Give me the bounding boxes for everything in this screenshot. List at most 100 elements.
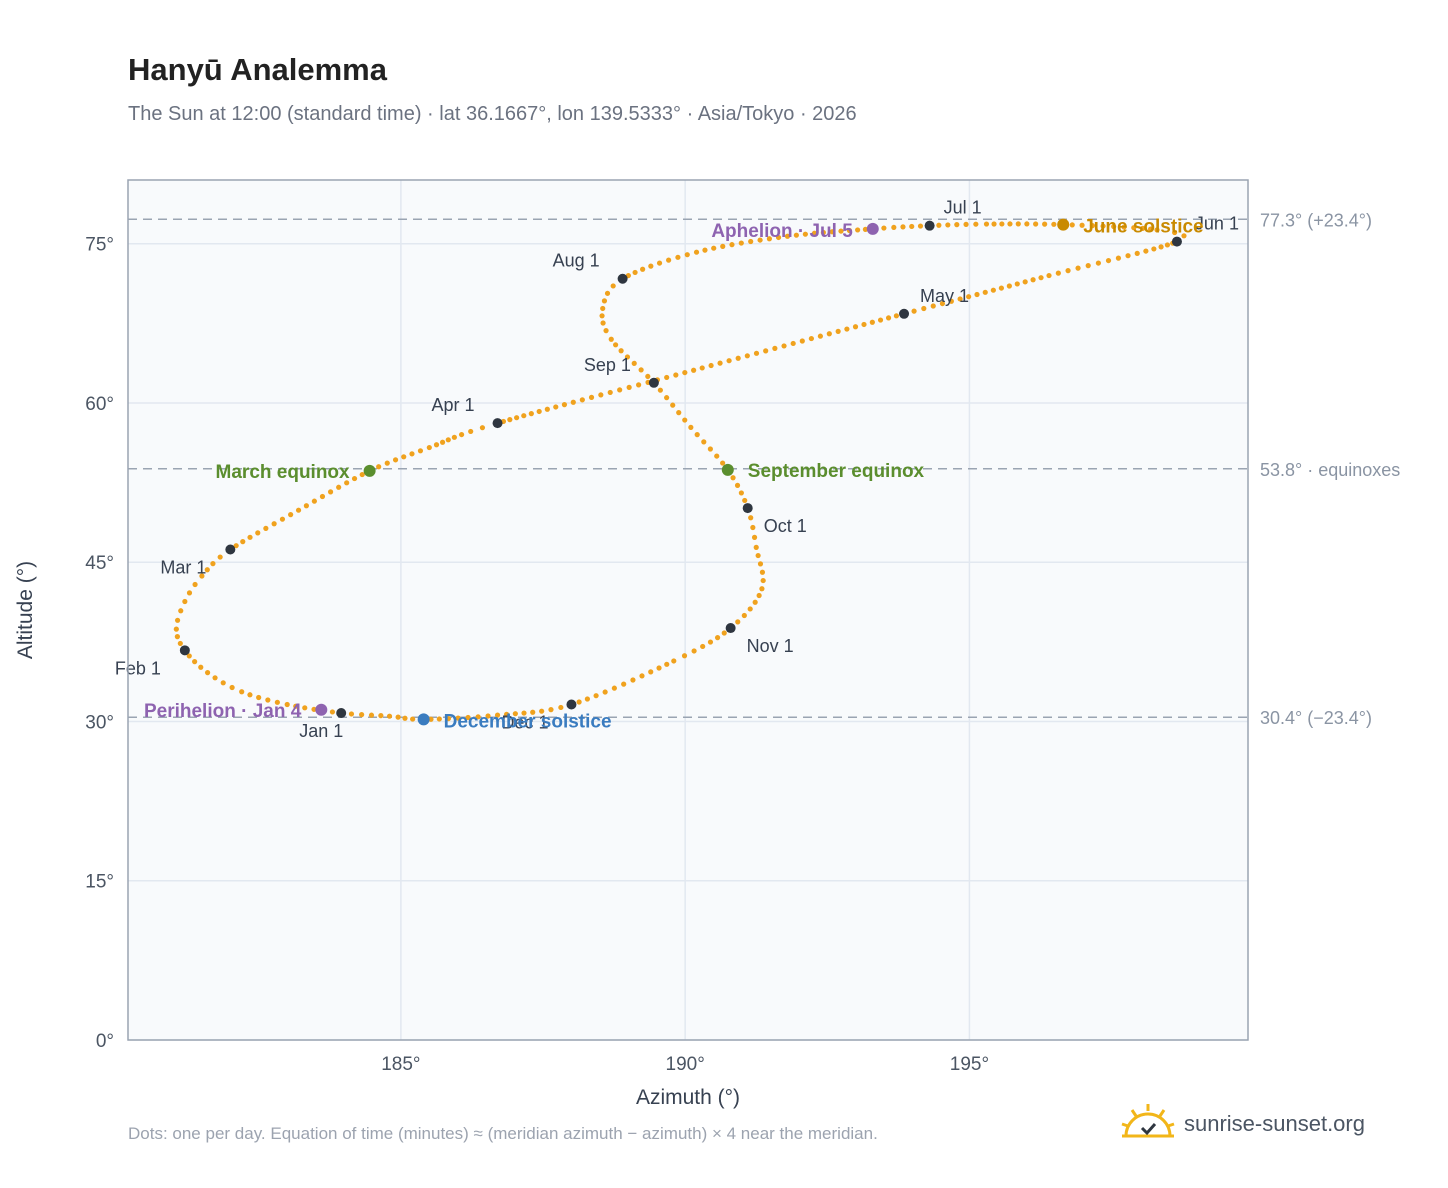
day-dot — [750, 524, 756, 531]
day-dot — [601, 298, 608, 304]
day-dot — [428, 716, 434, 722]
day-dot — [192, 581, 198, 588]
month-marker — [617, 273, 628, 284]
day-dot — [974, 291, 980, 298]
day-dot — [811, 230, 817, 236]
day-dot — [820, 229, 826, 236]
day-dot — [451, 434, 457, 440]
day-dot — [688, 424, 694, 430]
event-marker — [866, 222, 879, 235]
day-dot — [1046, 272, 1052, 279]
day-dot — [939, 300, 946, 307]
day-dot — [948, 298, 954, 304]
day-dot — [671, 658, 677, 664]
day-dot — [1100, 223, 1106, 229]
day-dot — [759, 586, 765, 592]
day-dot — [174, 617, 181, 623]
day-dot — [593, 693, 599, 699]
day-dot — [204, 567, 210, 573]
x-tick-label: 190° — [666, 1054, 705, 1075]
day-dot — [664, 374, 670, 381]
day-dot — [966, 294, 972, 300]
day-dot — [936, 222, 942, 228]
y-tick-label: 30° — [85, 712, 114, 733]
day-dot — [1151, 246, 1157, 252]
day-dot — [1172, 229, 1178, 236]
day-dot — [861, 321, 867, 328]
day-dot — [735, 619, 741, 625]
day-dot — [588, 394, 595, 400]
day-dot — [553, 404, 559, 410]
day-dot — [494, 712, 501, 718]
month-label: Apr 1 — [432, 395, 475, 415]
day-dot — [295, 507, 302, 513]
day-dot — [465, 714, 471, 721]
day-dot — [1006, 283, 1012, 289]
day-dot — [917, 223, 924, 229]
day-dot — [759, 569, 766, 575]
day-dot — [611, 685, 617, 691]
reference-label: 53.8° · equinoxes — [1260, 460, 1400, 480]
day-dot — [458, 431, 465, 438]
day-dot — [521, 710, 527, 716]
brand-logo[interactable]: sunrise-sunset.org — [1120, 1102, 1365, 1146]
day-dot — [885, 315, 892, 321]
day-dot — [1125, 253, 1131, 259]
month-marker — [1171, 236, 1182, 247]
day-dot — [311, 706, 317, 712]
day-dot — [192, 659, 198, 665]
month-marker — [179, 645, 190, 656]
month-label: Feb 1 — [115, 658, 161, 678]
day-dot — [544, 406, 550, 412]
day-dot — [691, 367, 697, 373]
day-dot — [319, 493, 326, 500]
day-dot — [279, 516, 286, 522]
day-dot — [311, 498, 317, 504]
day-dot — [1143, 248, 1149, 254]
day-dot — [624, 354, 631, 360]
day-dot — [359, 471, 365, 478]
day-dot — [748, 515, 754, 521]
day-dot — [752, 599, 758, 605]
day-dot — [707, 639, 714, 645]
day-dot — [753, 350, 760, 356]
month-label: Aug 1 — [553, 251, 600, 271]
day-dot — [645, 373, 651, 380]
event-marker — [721, 463, 734, 476]
day-dot — [982, 289, 988, 295]
day-dot — [632, 269, 638, 276]
day-dot — [401, 454, 407, 460]
day-dot — [747, 606, 753, 612]
day-dot — [359, 712, 365, 718]
day-dot — [561, 402, 568, 408]
day-dot — [240, 539, 246, 545]
day-dot — [618, 348, 624, 354]
day-dot — [673, 372, 679, 378]
day-dot — [1014, 281, 1020, 287]
day-dot — [1111, 223, 1117, 230]
day-dot — [368, 712, 375, 718]
day-dot — [528, 411, 534, 417]
day-dot — [1033, 221, 1039, 227]
y-tick-label: 75° — [85, 235, 114, 256]
day-dot — [536, 408, 542, 415]
month-marker — [492, 418, 503, 429]
day-dot — [691, 648, 697, 654]
day-dot — [409, 451, 415, 457]
x-tick-label: 195° — [950, 1054, 989, 1075]
day-dot — [648, 263, 654, 269]
day-dot — [402, 715, 408, 721]
day-dot — [772, 345, 778, 351]
day-dot — [173, 626, 179, 632]
day-dot — [217, 554, 223, 560]
day-dot — [598, 392, 604, 398]
day-dot — [983, 221, 990, 227]
day-dot — [1089, 223, 1096, 229]
day-dot — [881, 225, 887, 231]
day-dot — [602, 689, 608, 695]
day-dot — [945, 222, 951, 228]
day-dot — [468, 428, 474, 435]
day-dot — [485, 713, 491, 719]
month-label: Jan 1 — [299, 721, 343, 741]
day-dot — [766, 236, 772, 242]
